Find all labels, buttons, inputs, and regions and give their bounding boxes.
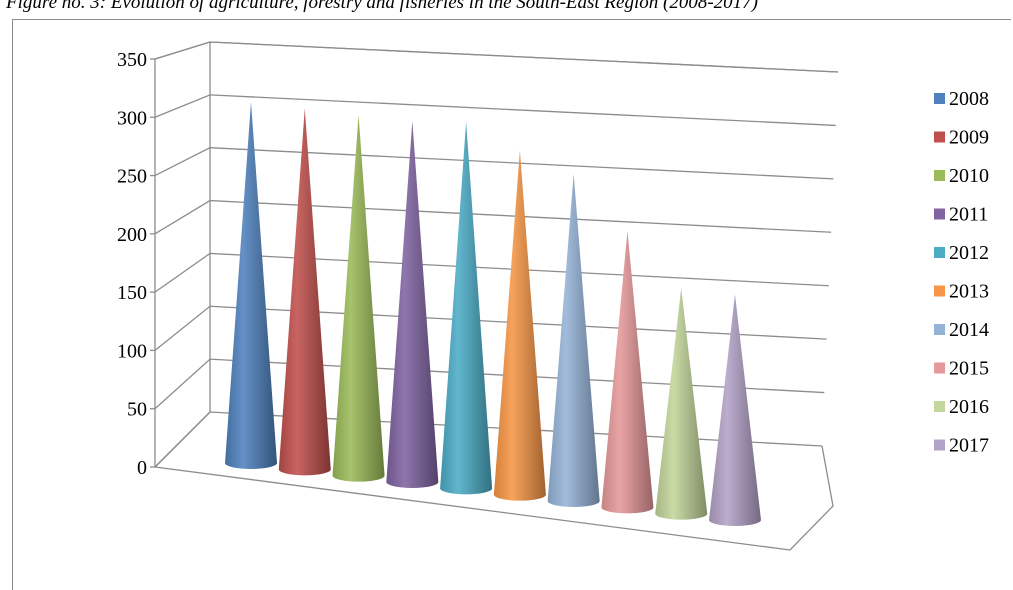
cone-2008 (225, 102, 277, 469)
legend-label: 2008 (949, 88, 989, 110)
legend-label: 2015 (949, 358, 989, 380)
legend-item: 2012 (934, 242, 989, 264)
y-tick-label: 0 (137, 457, 147, 479)
legend-item: 2016 (934, 396, 989, 418)
gridline (154, 41, 839, 73)
cone-body (547, 173, 600, 507)
figure-caption: Figure no. 3: Evolution of agriculture, … (6, 0, 758, 13)
floor-front-edge (154, 445, 834, 551)
legend: 2008 2009 2010 2011 2012 2013 2014 2015 2016 2017 (934, 88, 989, 457)
cone-body (709, 294, 761, 526)
legend-item: 2011 (934, 204, 988, 226)
legend-swatch (934, 285, 945, 297)
y-tick-label: 100 (117, 340, 147, 362)
cone-2009 (278, 108, 331, 476)
y-tick-label: 150 (117, 282, 147, 304)
y-tick-label: 350 (117, 49, 147, 71)
legend-swatch (934, 401, 945, 412)
legend-label: 2012 (949, 242, 989, 264)
y-axis-ticks: 0 50 100 150 200 250 300 350 (117, 49, 155, 479)
legend-item: 2015 (934, 358, 989, 380)
gridline (154, 252, 829, 293)
legend-swatch (934, 93, 945, 104)
cone-2013 (493, 150, 546, 501)
legend-label: 2016 (949, 396, 989, 418)
legend-item: 2017 (934, 435, 989, 457)
cone-2015 (601, 230, 654, 514)
cone-2014 (547, 173, 600, 507)
cone-2011 (386, 121, 439, 488)
cone-2010 (332, 114, 385, 482)
legend-item: 2009 (934, 127, 989, 149)
legend-swatch (934, 439, 945, 451)
gridline (154, 94, 836, 127)
legend-item: 2008 (934, 88, 989, 110)
legend-item: 2014 (934, 319, 989, 341)
legend-label: 2017 (949, 435, 989, 457)
cone-body (655, 288, 708, 520)
chart-frame (12, 19, 1011, 590)
y-tick-label: 300 (117, 107, 147, 129)
cone-body (601, 230, 654, 514)
gridline (154, 199, 832, 235)
cone-2017 (709, 294, 761, 526)
y-tick-label: 50 (127, 399, 147, 421)
y-tick-label: 250 (117, 166, 147, 188)
cone-body (493, 150, 546, 501)
legend-label: 2013 (949, 281, 989, 303)
legend-swatch (934, 131, 945, 143)
cone-2016 (655, 288, 708, 520)
legend-swatch (934, 170, 945, 181)
legend-label: 2009 (949, 127, 989, 149)
gridline (154, 147, 834, 180)
legend-item: 2010 (934, 165, 989, 187)
cone-body (386, 121, 439, 488)
cone-body (332, 114, 385, 482)
legend-label: 2010 (949, 165, 989, 187)
legend-label: 2014 (949, 319, 989, 341)
legend-swatch (934, 324, 945, 335)
legend-swatch (934, 362, 945, 374)
cone-2012 (440, 121, 493, 495)
legend-swatch (934, 247, 945, 258)
cones (225, 102, 761, 526)
y-tick-label: 200 (117, 224, 147, 246)
cone-body (278, 108, 331, 476)
cone-body (440, 121, 493, 495)
legend-item: 2013 (934, 281, 989, 303)
legend-swatch (934, 208, 945, 220)
legend-label: 2011 (949, 204, 988, 226)
cone-body (225, 102, 277, 469)
